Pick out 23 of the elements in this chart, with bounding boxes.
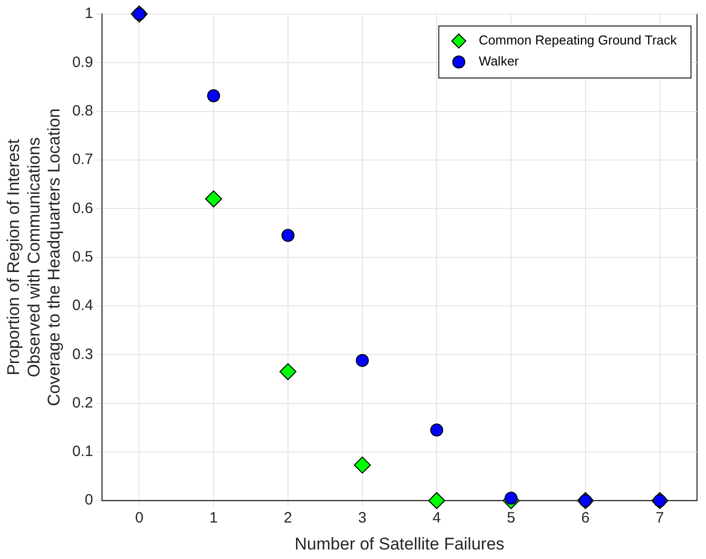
x-tick-label: 5: [506, 510, 516, 527]
x-tick-label: 0: [135, 510, 144, 527]
y-tick-label: 0: [84, 492, 94, 509]
y-tick-label: 0.3: [72, 346, 94, 363]
y-tick-label: 0.9: [72, 54, 94, 71]
y-tick-label: 0.1: [72, 443, 94, 460]
x-tick-label: 3: [358, 510, 367, 527]
y-tick-label: 0.7: [72, 151, 94, 168]
x-tick-label: 6: [581, 510, 590, 527]
x-axis-title: Number of Satellite Failures: [294, 534, 504, 554]
y-axis-title: Proportion of Region of Interest Observed with Communications Coverage to the Headquarters Location: [4, 108, 64, 406]
x-tick-label: 2: [284, 510, 292, 527]
x-tick-label: 4: [432, 510, 441, 527]
y-tick-label: 0.4: [72, 297, 94, 314]
x-tick-label: 1: [209, 510, 218, 527]
y-tick-label: 0.2: [72, 394, 94, 412]
y-tick-label: 0.8: [72, 102, 94, 120]
y-tick-label: 0.6: [72, 200, 94, 217]
x-tick-label: 7: [656, 510, 664, 527]
legend-label: Common Repeating Ground Track: [478, 32, 678, 48]
y-tick-label: 1: [84, 5, 94, 22]
legend-label: Walker: [478, 54, 520, 69]
y-tick-label: 0.5: [72, 248, 94, 266]
